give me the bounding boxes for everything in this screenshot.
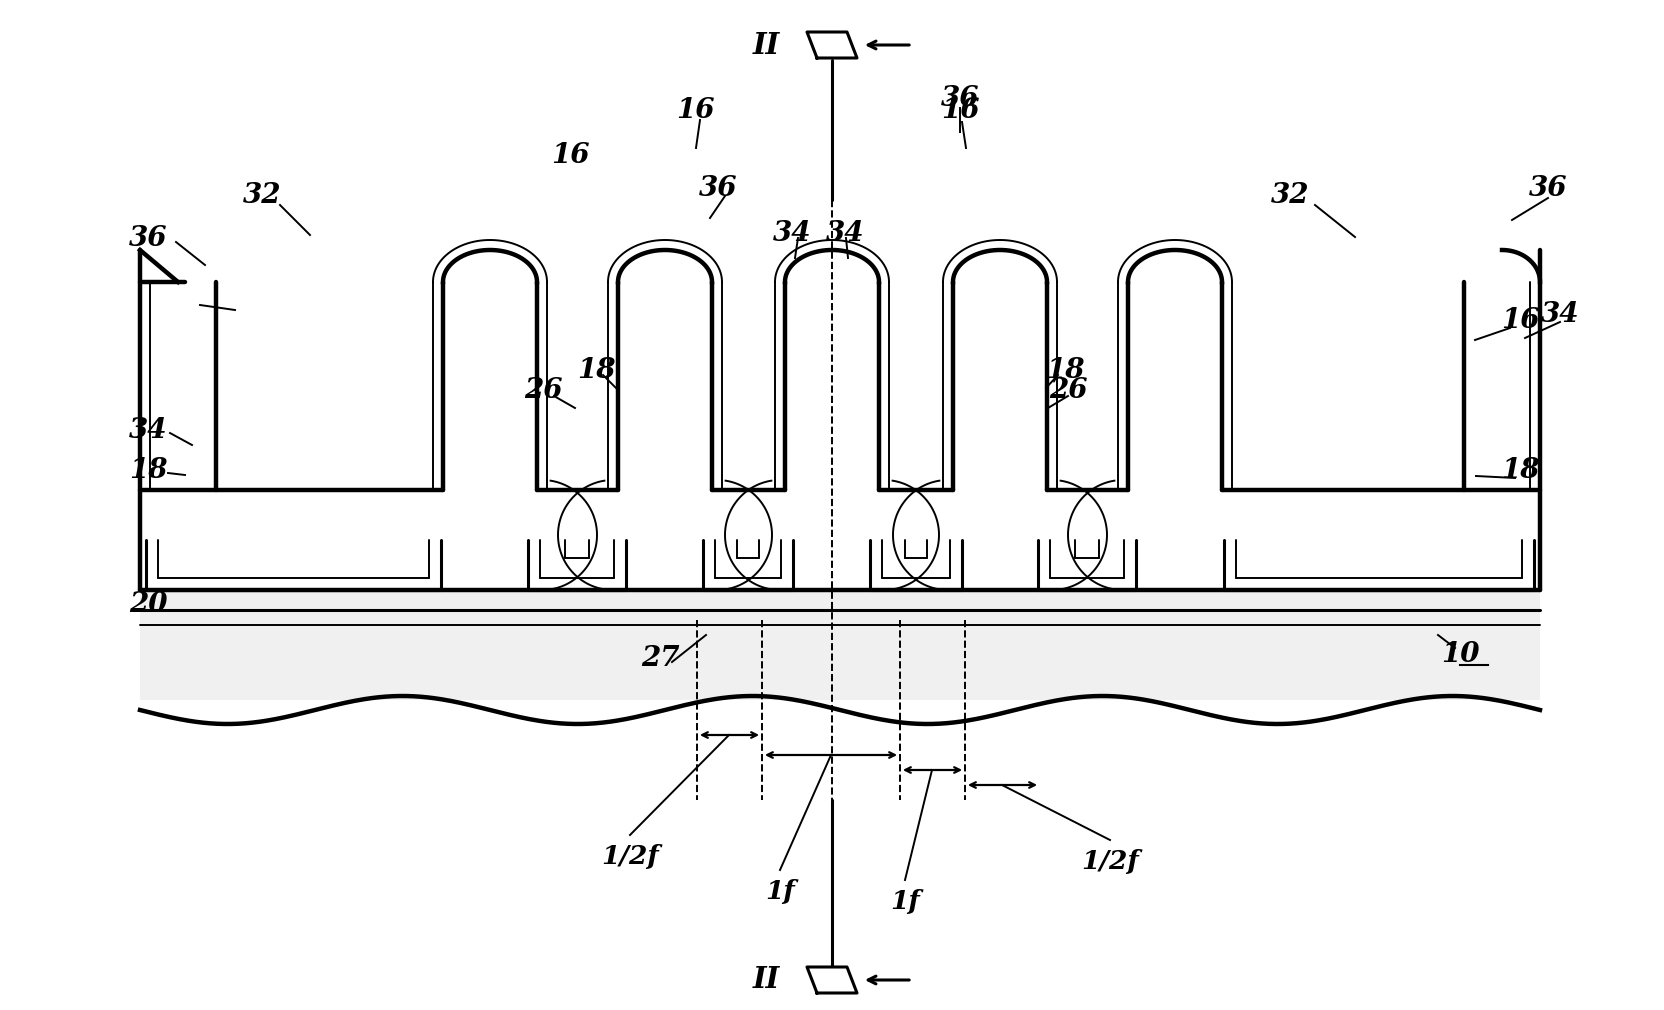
Text: 36: 36 (128, 224, 166, 251)
Text: 1/2f: 1/2f (601, 844, 659, 870)
Text: 34: 34 (825, 219, 864, 246)
Text: 18: 18 (576, 357, 616, 384)
Text: 34: 34 (128, 416, 166, 443)
Bar (140, 590, 1539, 700)
Text: 26: 26 (524, 377, 562, 404)
Text: 36: 36 (940, 85, 978, 111)
Text: II: II (752, 30, 779, 60)
Text: 36: 36 (1528, 175, 1566, 202)
Text: 10: 10 (1439, 641, 1478, 669)
Text: 32: 32 (243, 182, 281, 208)
Text: 27: 27 (641, 644, 679, 672)
Text: 36: 36 (699, 175, 737, 202)
Polygon shape (807, 32, 857, 58)
Text: 1f: 1f (765, 880, 794, 905)
Text: 16: 16 (676, 97, 714, 123)
Text: 20: 20 (128, 592, 166, 618)
Text: 18: 18 (1045, 357, 1083, 384)
Text: 16: 16 (551, 141, 589, 169)
Text: 1/2f: 1/2f (1080, 849, 1138, 875)
Text: 1f: 1f (890, 890, 919, 914)
Text: II: II (752, 966, 779, 995)
Text: 16: 16 (1499, 306, 1538, 333)
Polygon shape (807, 967, 857, 993)
Text: 34: 34 (1539, 302, 1577, 328)
Text: 26: 26 (1048, 377, 1087, 404)
Text: 34: 34 (772, 219, 810, 246)
Text: 18: 18 (1499, 457, 1538, 484)
Text: 18: 18 (128, 457, 166, 484)
Text: 16: 16 (940, 97, 978, 123)
Text: 32: 32 (1270, 182, 1308, 208)
Bar (140, 250, 1539, 490)
